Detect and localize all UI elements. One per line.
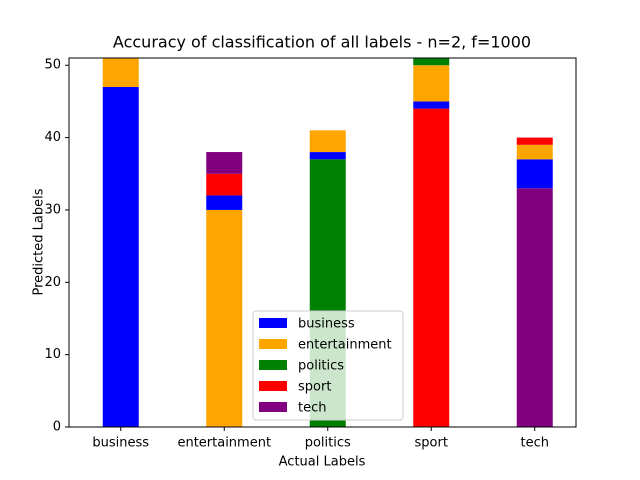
bar-segment [413,58,450,66]
legend: business entertainment politics sport tech [252,310,404,421]
legend-swatch [259,339,287,349]
legend-label: business [298,317,355,332]
legend-label: politics [298,359,344,374]
legend-swatch [259,402,287,412]
bar-segment [102,58,139,87]
x-tick-label: business [92,436,149,451]
bar-segment [516,188,553,427]
bar-segment [309,152,346,160]
legend-swatch [259,318,287,328]
legend-label: tech [298,401,326,416]
x-tick-label: politics [305,436,351,451]
bar-segment [206,152,243,174]
bar-segment [206,173,243,196]
legend-box [252,310,404,421]
bar-segment [516,137,553,145]
bar-segment [413,101,450,109]
bar-segment [413,65,450,102]
y-tick-label: 50 [44,58,61,73]
x-axis-label: Actual Labels [279,455,366,470]
bar-segment [413,108,450,427]
bar-segment [206,209,243,427]
y-tick-label: 30 [44,202,61,217]
chart-title: Accuracy of classification of all labels… [113,33,531,52]
bar-segment [309,130,346,153]
legend-swatch [259,381,287,391]
bar-segment [516,144,553,160]
bar-segment [206,195,243,210]
x-tick-label: tech [521,436,549,451]
bars [102,58,553,427]
x-tick-label: entertainment [177,436,271,451]
legend-swatch [259,360,287,370]
plot-frame [68,57,577,428]
x-tick-label: sport [415,436,448,451]
bar-segment [516,159,553,189]
y-tick-label: 0 [53,420,61,435]
y-tick-label: 40 [44,130,61,145]
y-tick-label: 20 [44,275,61,290]
y-axis-label: Predicted Labels [32,188,47,295]
bar-segment [102,86,139,427]
y-tick-label: 10 [44,347,61,362]
legend-label: entertainment [298,338,392,353]
legend-label: sport [298,380,331,395]
